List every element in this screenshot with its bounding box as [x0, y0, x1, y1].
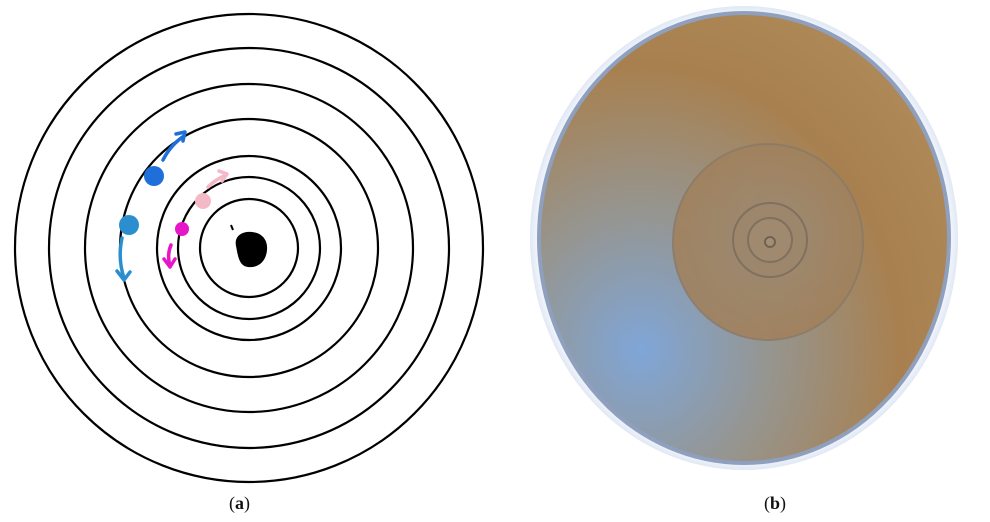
panel-b: (b) — [530, 0, 990, 522]
marker-outer-left — [119, 215, 139, 235]
ring-7 — [13, 12, 485, 484]
marker-inner-left — [175, 222, 189, 236]
caption-b: (b) — [764, 493, 787, 513]
arrow-inner-top-head — [217, 169, 229, 183]
marker-inner-top — [195, 193, 211, 209]
ring-diagram — [13, 12, 485, 484]
arrow-outer-left — [118, 236, 126, 280]
arrow-outer-left-head — [115, 269, 132, 282]
arrow-outer-top — [161, 134, 186, 162]
arrow-outer-top-head — [174, 130, 187, 143]
panel-a: (a) — [13, 12, 485, 513]
ring-3 — [155, 154, 343, 342]
center-blob — [235, 231, 268, 268]
bowl-ring-1 — [764, 236, 776, 248]
arrow-inner-left-head — [162, 257, 177, 269]
surface-render — [530, 6, 958, 470]
ring-2 — [176, 175, 322, 321]
ring-5 — [83, 82, 415, 414]
ring-6 — [47, 46, 451, 450]
center-dot — [230, 224, 234, 231]
caption-a: (a) — [229, 493, 250, 513]
marker-outer-top — [144, 166, 164, 186]
ring-1 — [198, 197, 300, 299]
